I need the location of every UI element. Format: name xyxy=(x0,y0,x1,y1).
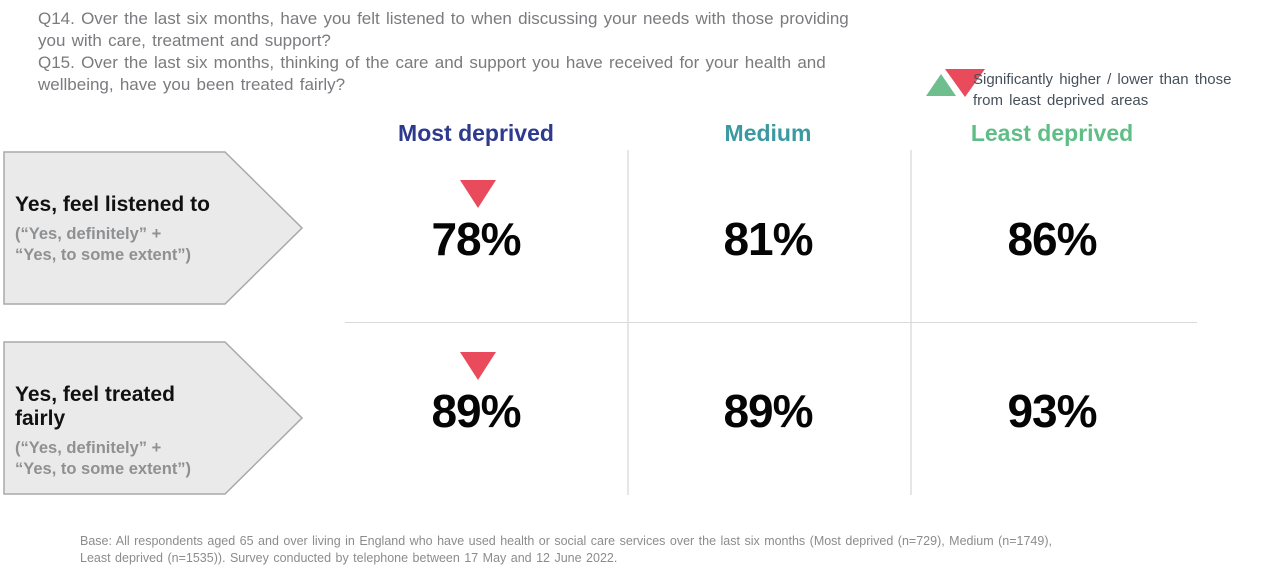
row-label-arrow-listened: Yes, feel listened to (“Yes, definitely”… xyxy=(3,151,303,305)
row-divider xyxy=(345,322,1197,323)
base-note: Base: All respondents aged 65 and over l… xyxy=(80,533,1180,567)
significance-legend: Significantly higher / lower than those … xyxy=(973,69,1273,111)
row-sublabel-2: “Yes, to some extent”) xyxy=(15,246,192,264)
row-label: Yes, feel listened to xyxy=(15,193,210,216)
page-title: Q14. Over the last six months, have you … xyxy=(38,8,928,96)
title-line-4: wellbeing, have you been treated fairly? xyxy=(38,75,346,94)
value-fairly-most-deprived: 89% xyxy=(431,385,521,437)
legend-line-1: Significantly higher / lower than those xyxy=(973,71,1232,88)
triangle-down-icon xyxy=(945,69,985,97)
value-fairly-least-deprived: 93% xyxy=(1007,385,1097,437)
legend-line-2: from least deprived areas xyxy=(973,92,1149,109)
value-listened-most-deprived: 78% xyxy=(431,213,521,265)
row-sublabel-2: “Yes, to some extent”) xyxy=(15,460,192,478)
title-line-3: Q15. Over the last six months, thinking … xyxy=(38,53,826,72)
row-label-arrow-treated-fairly: Yes, feel treated fairly (“Yes, definite… xyxy=(3,341,303,495)
column-header-least-deprived: Least deprived xyxy=(970,120,1134,146)
value-listened-medium: 81% xyxy=(723,213,813,265)
row-sublabel-1: (“Yes, definitely” + xyxy=(15,225,162,243)
title-line-2: you with care, treatment and support? xyxy=(38,31,331,50)
significance-lower-icon xyxy=(460,352,496,380)
arrow-shape xyxy=(3,341,303,495)
base-note-line-2: Least deprived (n=1535)). Survey conduct… xyxy=(80,551,618,565)
column-header-most-deprived: Most deprived xyxy=(398,120,554,146)
value-listened-least-deprived: 86% xyxy=(1007,213,1097,265)
base-note-line-1: Base: All respondents aged 65 and over l… xyxy=(80,534,1052,548)
column-header-medium: Medium xyxy=(724,120,812,146)
value-fairly-medium: 89% xyxy=(723,385,813,437)
row-label-text: Yes, feel listened to (“Yes, definitely”… xyxy=(15,193,230,266)
row-sublabel-1: (“Yes, definitely” + xyxy=(15,439,162,457)
arrow-shape xyxy=(3,151,303,305)
row-label-text: Yes, feel treated fairly (“Yes, definite… xyxy=(15,383,230,480)
row-label: Yes, feel treated fairly xyxy=(15,383,175,430)
significance-lower-icon xyxy=(460,180,496,208)
title-line-1: Q14. Over the last six months, have you … xyxy=(38,9,849,28)
